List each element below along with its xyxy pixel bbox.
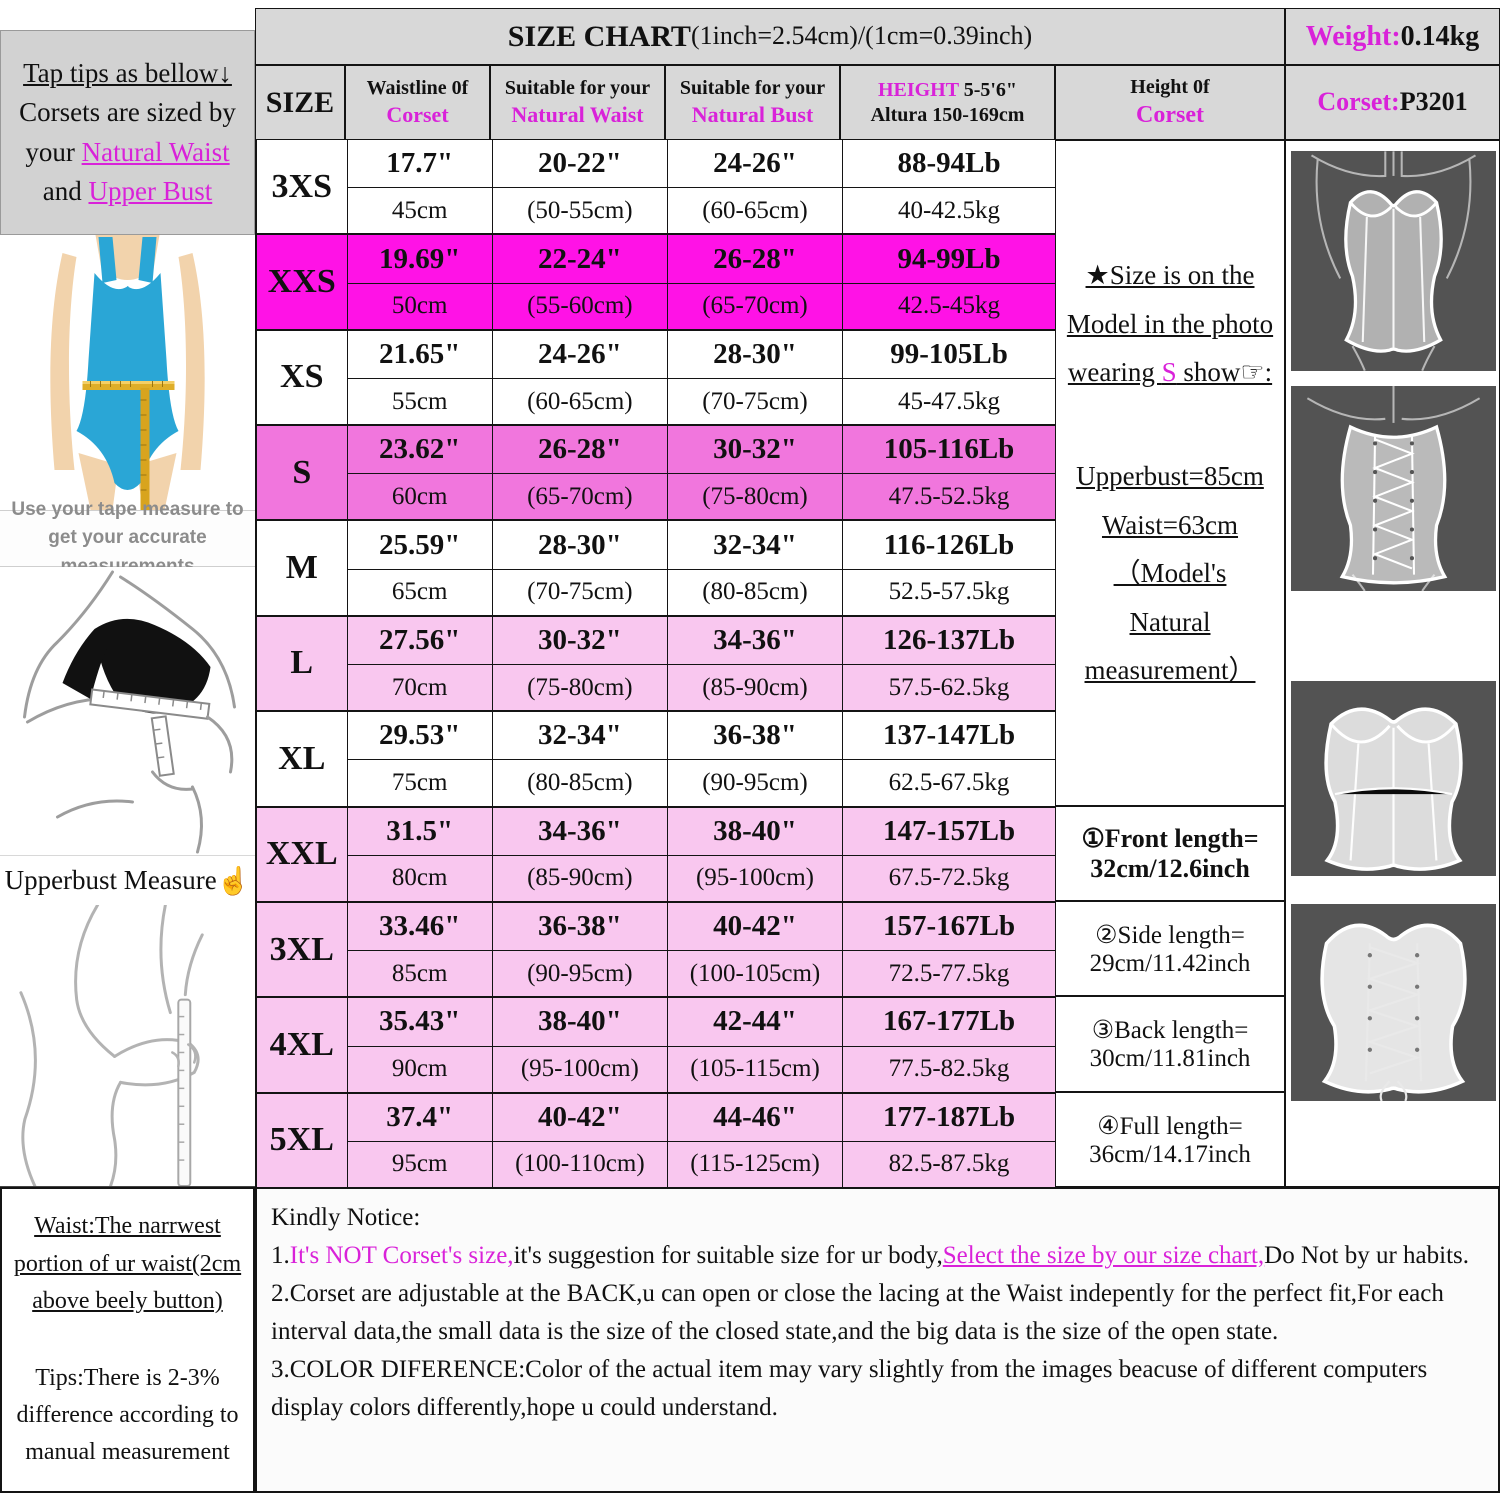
- model-waist: Waist=63cm: [1101, 509, 1239, 540]
- back-length-cell: ③Back length= 30cm/11.81inch: [1055, 996, 1285, 1092]
- header-height: HEIGHT 5-5'6" Altura 150-169cm: [840, 65, 1055, 140]
- corset-photo-front-mannequin: [1291, 151, 1496, 371]
- size-label: XL: [257, 712, 348, 806]
- size-label: XXS: [257, 235, 348, 329]
- header-corset-model: Corset: P3201: [1285, 65, 1500, 140]
- upper-bust-link: Upper Bust: [88, 175, 213, 206]
- corset-photo-back-mannequin: [1291, 386, 1496, 591]
- table-row: XL 29.53" 75cm 32-34" (80-85cm) 36-38" (90-…: [257, 712, 1055, 808]
- header-natural-bust: Suitable for your Natural Bust: [665, 65, 840, 140]
- waist-tips-box: Waist:The narrwest portion of ur waist(2…: [0, 1187, 255, 1493]
- figure-waist-measure-illustration: [0, 905, 255, 1187]
- figure-upperbust-illustration: [0, 567, 255, 855]
- tape-measure-caption: Use your tape measure to get your accura…: [0, 499, 255, 577]
- table-row: 5XL 37.4" 95cm 40-42" (100-110cm) 44-46" (1…: [257, 1093, 1055, 1187]
- tip-line-4: and Upper Bust: [42, 175, 213, 206]
- corset-photo-back-flat: [1291, 904, 1496, 1101]
- table-row: L 27.56" 70cm 30-32" (75-80cm) 34-36" (85-9…: [257, 616, 1055, 713]
- size-label: XS: [257, 330, 348, 425]
- size-chart-title: SIZE CHART (1inch=2.54cm)/(1cm=0.39inch): [255, 8, 1285, 65]
- waist-measure-icon: [19, 905, 204, 1186]
- size-label: S: [257, 426, 348, 520]
- size-label: L: [257, 616, 348, 711]
- size-chart-link: Select the size by our size chart,: [942, 1242, 1265, 1269]
- notice-heading: Kindly Notice:: [271, 1204, 421, 1231]
- size-label: 3XS: [257, 140, 348, 234]
- tip-box: Tap tips as bellow↓ Corsets are sized by…: [0, 30, 255, 235]
- side-length-cell: ②Side length= 29cm/11.42inch: [1055, 901, 1285, 996]
- notice-point-2: 2.Corset are adjustable at the BACK,u ca…: [271, 1280, 1444, 1345]
- size-label: 3XL: [257, 902, 348, 997]
- corset-back-flat-image: [1320, 923, 1467, 1101]
- table-row: 3XS 17.7" 45cm 20-22" (50-55cm) 24-26" (60-…: [257, 140, 1055, 236]
- table-row: XXL 31.5" 80cm 34-36" (85-90cm) 38-40" (95-…: [257, 807, 1055, 903]
- tip-line-1: Tap tips as bellow↓: [23, 58, 232, 89]
- size-label: M: [257, 521, 348, 615]
- corset-back-image: [1306, 386, 1481, 591]
- table-row: XXS 19.69" 50cm 22-24" (55-60cm) 26-28" (65…: [257, 235, 1055, 331]
- waist-definition: Waist:The narrwest portion of ur waist(2…: [13, 1213, 242, 1314]
- figure-body-measure-illustration: [0, 235, 255, 510]
- full-length-cell: ④Full length= 36cm/14.17inch: [1055, 1092, 1285, 1187]
- kindly-notice-section: Kindly Notice: 1.It's NOT Corset's size,…: [255, 1187, 1500, 1493]
- upperbust-caption: Upperbust Measure ☝: [0, 855, 255, 905]
- model-natural-note: （Model's Natural measurement）: [1084, 558, 1256, 686]
- size-label: 5XL: [257, 1093, 348, 1187]
- corset-front-flat-image: [1324, 707, 1463, 871]
- size-table-body: 3XS 17.7" 45cm 20-22" (50-55cm) 24-26" (60-…: [255, 140, 1055, 1187]
- table-row: S 23.62" 60cm 26-28" (65-70cm) 30-32" (75-8…: [257, 426, 1055, 522]
- notice-point-1: 1.It's NOT Corset's size,it's suggestion…: [271, 1242, 1470, 1269]
- size-label: 4XL: [257, 998, 348, 1092]
- header-corset-height: Height 0f Corset: [1055, 65, 1285, 140]
- header-size: SIZE: [255, 65, 345, 140]
- header-natural-waist: Suitable for your Natural Waist: [490, 65, 665, 140]
- size-label: XXL: [257, 807, 348, 901]
- upperbust-measure-icon: [23, 570, 236, 854]
- notice-point-3: 3.COLOR DIFERENCE:Color of the actual it…: [271, 1356, 1428, 1421]
- corset-photo-front-flat: [1291, 681, 1496, 876]
- table-row: XS 21.65" 55cm 24-26" (60-65cm) 28-30" (70-…: [257, 330, 1055, 427]
- weight-cell: Weight: 0.14kg: [1285, 8, 1500, 65]
- model-size-value: S: [1161, 357, 1177, 388]
- header-waistline: Waistline 0f Corset: [345, 65, 490, 140]
- natural-waist-link: Natural Waist: [81, 136, 230, 167]
- body-tape-measure-icon: [50, 235, 205, 510]
- measurement-tips: Tips:There is 2-3% difference according …: [16, 1365, 239, 1466]
- tip-line-3: your Natural Waist: [25, 136, 230, 167]
- model-size-note: ★Size is on the Model in the photo weari…: [1055, 140, 1285, 806]
- tip-line-2: Corsets are sized by: [19, 97, 236, 128]
- table-row: M 25.59" 65cm 28-30" (70-75cm) 32-34" (80-8…: [257, 521, 1055, 617]
- table-row: 4XL 35.43" 90cm 38-40" (95-100cm) 42-44" (1…: [257, 998, 1055, 1094]
- product-photos-column: [1285, 140, 1500, 1187]
- front-length-cell: ①Front length= 32cm/12.6inch: [1055, 806, 1285, 901]
- pointing-hand-icon: ☝: [216, 865, 251, 896]
- corset-front-image: [1310, 151, 1477, 371]
- table-row: 3XL 33.46" 85cm 36-38" (90-95cm) 40-42" (10…: [257, 902, 1055, 999]
- model-upperbust: Upperbust=85cm: [1076, 460, 1264, 491]
